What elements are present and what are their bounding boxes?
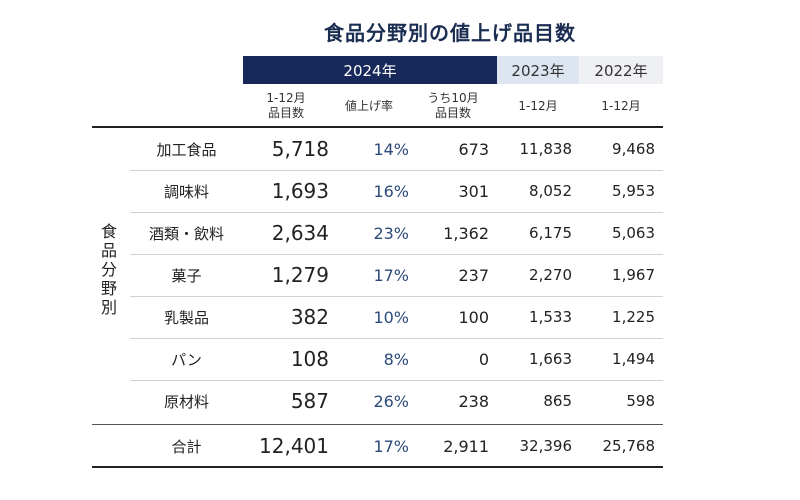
- subheader-2022-period: 1-12月: [579, 88, 663, 124]
- october-items-value: 100: [458, 307, 489, 327]
- category-label: 原材料: [163, 392, 209, 411]
- increase-rate-value: 16%: [373, 181, 409, 201]
- subheader-2023-period-label: 1-12月: [518, 98, 558, 113]
- october-items-value: 301: [458, 181, 489, 201]
- items-2022-value: 1,967: [612, 266, 655, 284]
- items-2022-value: 1,494: [612, 350, 655, 368]
- increase-rate-value: 10%: [373, 307, 409, 327]
- items-2022-value: 598: [626, 392, 655, 410]
- table-row: 調味料 1,693 16% 301 8,052 5,953: [130, 170, 663, 213]
- total-separator-rule: [92, 424, 663, 425]
- subheader-october: うち10月 品目数: [409, 88, 497, 124]
- items-2022-value: 9,468: [612, 140, 655, 158]
- page-title: 食品分野別の値上げ品目数: [324, 21, 576, 45]
- items-2023-value: 6,175: [529, 224, 572, 242]
- table-bottom-rule: [92, 466, 663, 468]
- october-items-value: 1,362: [443, 223, 489, 243]
- items-2023-value: 2,270: [529, 266, 572, 284]
- total-items-2024-value: 12,401: [259, 434, 329, 458]
- items-2024-value: 108: [290, 347, 329, 371]
- october-items-value: 0: [478, 349, 489, 369]
- items-2023-value: 8,052: [529, 182, 572, 200]
- total-october-items-value: 2,911: [443, 436, 489, 456]
- subheader-rate: 値上げ率: [329, 88, 409, 124]
- category-label: 乳製品: [163, 308, 209, 327]
- table-row: 酒類・飲料 2,634 23% 1,362 6,175 5,063: [130, 212, 663, 255]
- table-row: 原材料 587 26% 238 865 598: [130, 380, 663, 422]
- category-label: 酒類・飲料: [148, 224, 224, 243]
- subheader-2023-period: 1-12月: [497, 88, 579, 124]
- total-row: 合計 12,401 17% 2,911 32,396 25,768: [130, 425, 663, 467]
- items-2023-value: 11,838: [519, 140, 573, 158]
- subheader-rate-label: 値上げ率: [344, 98, 393, 113]
- table-row: パン 108 8% 0 1,663 1,494: [130, 338, 663, 381]
- total-items-2022-value: 25,768: [602, 437, 656, 455]
- subheader-items-line1: 1-12月: [266, 91, 306, 105]
- items-2022-value: 5,953: [612, 182, 655, 200]
- total-items-2023-value: 32,396: [519, 437, 573, 455]
- subheader-items-line2: 品目数: [267, 106, 304, 120]
- items-2023-value: 1,663: [529, 350, 572, 368]
- items-2024-value: 1,279: [271, 263, 329, 287]
- subheader-october-line2: 品目数: [434, 106, 471, 120]
- table-row: 加工食品 5,718 14% 673 11,838 9,468: [130, 128, 663, 171]
- table-row: 乳製品 382 10% 100 1,533 1,225: [130, 296, 663, 339]
- table-top-rule: [92, 126, 663, 128]
- total-increase-rate-value: 17%: [373, 436, 409, 456]
- october-items-value: 238: [458, 391, 489, 411]
- october-items-value: 673: [458, 139, 489, 159]
- items-2024-value: 5,718: [271, 137, 329, 161]
- side-label-food-category: 食 品 分 野 別: [100, 222, 117, 317]
- items-2024-value: 587: [290, 389, 329, 413]
- items-2022-value: 1,225: [612, 308, 655, 326]
- increase-rate-value: 26%: [373, 391, 409, 411]
- header-2022: 2022年: [579, 56, 663, 84]
- items-2023-value: 865: [543, 392, 572, 410]
- category-label: 調味料: [163, 182, 209, 201]
- items-2024-value: 1,693: [271, 179, 329, 203]
- category-label: 加工食品: [156, 140, 217, 159]
- october-items-value: 237: [458, 265, 489, 285]
- category-label: 菓子: [171, 266, 202, 285]
- items-2024-value: 382: [290, 305, 329, 329]
- items-2022-value: 5,063: [612, 224, 655, 242]
- header-2024: 2024年: [243, 56, 497, 84]
- items-2023-value: 1,533: [529, 308, 572, 326]
- increase-rate-value: 14%: [373, 139, 409, 159]
- header-2023: 2023年: [497, 56, 579, 84]
- items-2024-value: 2,634: [271, 221, 329, 245]
- subheader-2022-period-label: 1-12月: [601, 98, 641, 113]
- total-label: 合計: [171, 437, 202, 456]
- increase-rate-value: 23%: [373, 223, 409, 243]
- subheader-items: 1-12月 品目数: [243, 88, 329, 124]
- category-label: パン: [171, 350, 202, 369]
- increase-rate-value: 17%: [373, 265, 409, 285]
- increase-rate-value: 8%: [383, 349, 409, 369]
- table-row: 菓子 1,279 17% 237 2,270 1,967: [130, 254, 663, 297]
- subheader-october-line1: うち10月: [427, 91, 479, 105]
